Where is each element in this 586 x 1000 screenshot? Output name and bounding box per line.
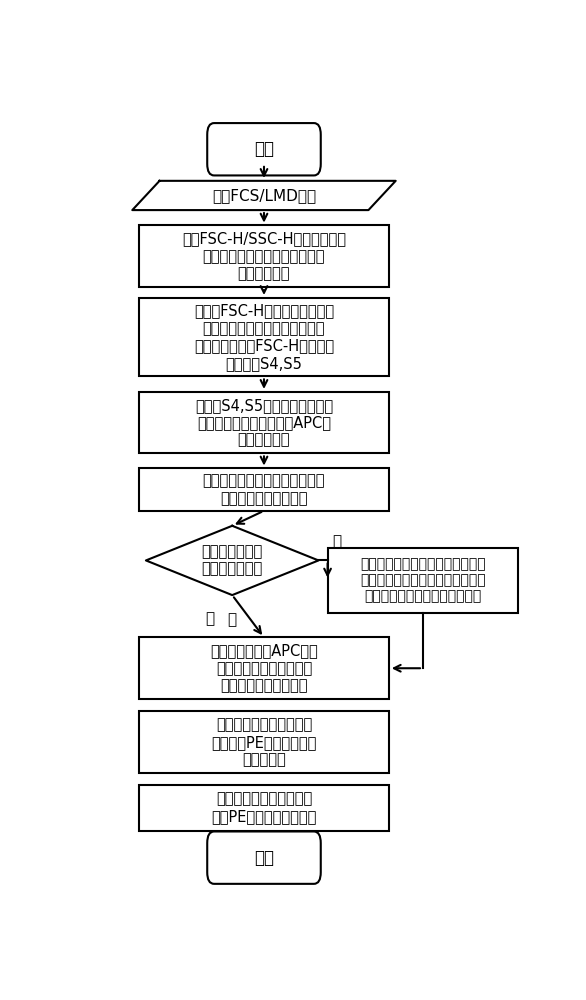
Bar — [139, 468, 389, 511]
Text: 分别寺S4,S5两个细胞群采用高
斯混合模型的聚类算法在APC维
度上进行分群: 分别寺S4,S5两个细胞群采用高 斯混合模型的聚类算法在APC维 度上进行分群 — [195, 398, 333, 448]
FancyBboxPatch shape — [207, 831, 321, 884]
FancyBboxPatch shape — [207, 123, 321, 175]
Text: 解析FCS/LMD数据: 解析FCS/LMD数据 — [212, 188, 316, 203]
Text: 采用高斯混合模型对每个
细胞群在PE维度上的离群
点进行去除: 采用高斯混合模型对每个 细胞群在PE维度上的离群 点进行去除 — [212, 717, 316, 767]
Bar — [328, 548, 519, 613]
Bar — [139, 225, 389, 287]
Text: 是: 是 — [227, 612, 237, 627]
Polygon shape — [146, 526, 319, 595]
Bar — [139, 298, 389, 376]
Text: 结束: 结束 — [254, 849, 274, 867]
Text: 开始: 开始 — [254, 140, 274, 158]
Bar — [139, 785, 389, 831]
Bar — [139, 392, 389, 453]
Text: 对聚类后的每个细胞群利用核密
度估计进行密度检测。: 对聚类后的每个细胞群利用核密 度估计进行密度检测。 — [203, 473, 325, 506]
Bar — [139, 637, 389, 699]
Text: 否: 否 — [332, 534, 341, 549]
Text: 根据密度分布进行分群，检测所有
细胞群内细胞点数，将细胞点数最
少的群与周围的细胞群进行合并: 根据密度分布进行分群，检测所有 细胞群内细胞点数，将细胞点数最 少的群与周围的细… — [360, 557, 486, 604]
Text: 根据每个细胞群APC的平
均荧光强度，将每个细胞
群与细胞因子进行对应: 根据每个细胞群APC的平 均荧光强度，将每个细胞 群与细胞因子进行对应 — [210, 643, 318, 693]
Text: 拟合的密度曲线
是否只有一个峻: 拟合的密度曲线 是否只有一个峻 — [202, 544, 263, 577]
Text: 再根据FSC-H，根据密度分布采
用聚类的方法将有效细胞分为若
干群，然后根据FSC-H的分布再
分为两群S4,S5: 再根据FSC-H，根据密度分布采 用聚类的方法将有效细胞分为若 干群，然后根据F… — [194, 304, 334, 371]
Text: 是: 是 — [205, 611, 214, 626]
Polygon shape — [132, 181, 396, 210]
Text: 计算每个细胞因子的细胞
群在PE上的平均荧光强度: 计算每个细胞因子的细胞 群在PE上的平均荧光强度 — [212, 791, 316, 824]
Bar — [139, 711, 389, 773]
Text: 根据FSC-H/SSC-H的分布，采用
核密度估计，对较为聚集的细胞
碎片进行去除: 根据FSC-H/SSC-H的分布，采用 核密度估计，对较为聚集的细胞 碎片进行去… — [182, 231, 346, 281]
